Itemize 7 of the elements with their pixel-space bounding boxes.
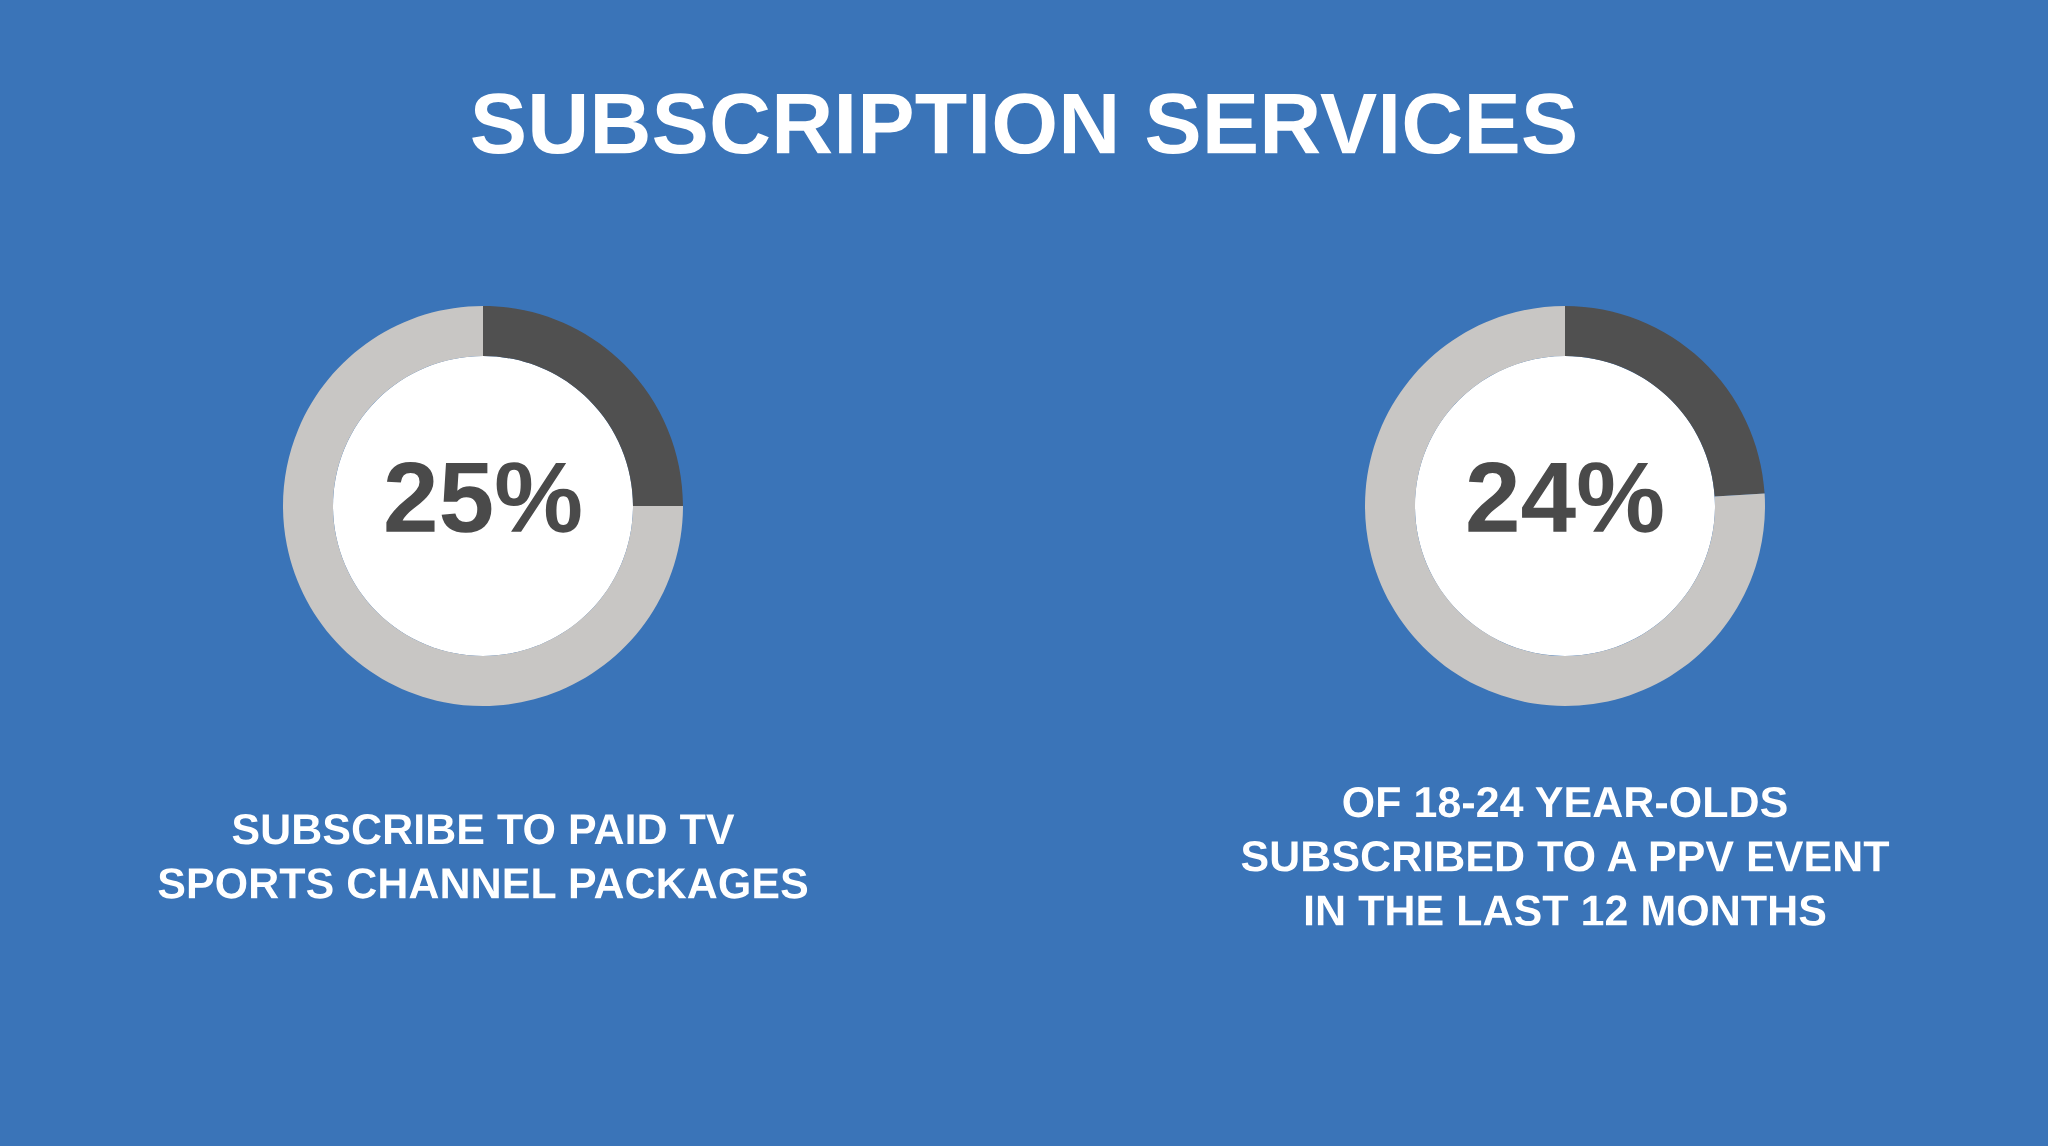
text: SUBSCRIBE TO PAID TV SPORTS CHANNEL PACKAGES [158, 813, 808, 899]
donut-slice [283, 306, 683, 706]
data-label: 24% [1468, 462, 1663, 533]
donut-slice [1365, 306, 1765, 706]
data-label: 25% [386, 462, 581, 533]
text: OF 18-24 YEAR-OLDS SUBSCRIBED TO A PPV EVENT IN THE LAST 12 MONTHS [1241, 786, 1890, 926]
text: SUBSCRIPTION SERVICES [472, 93, 1575, 155]
